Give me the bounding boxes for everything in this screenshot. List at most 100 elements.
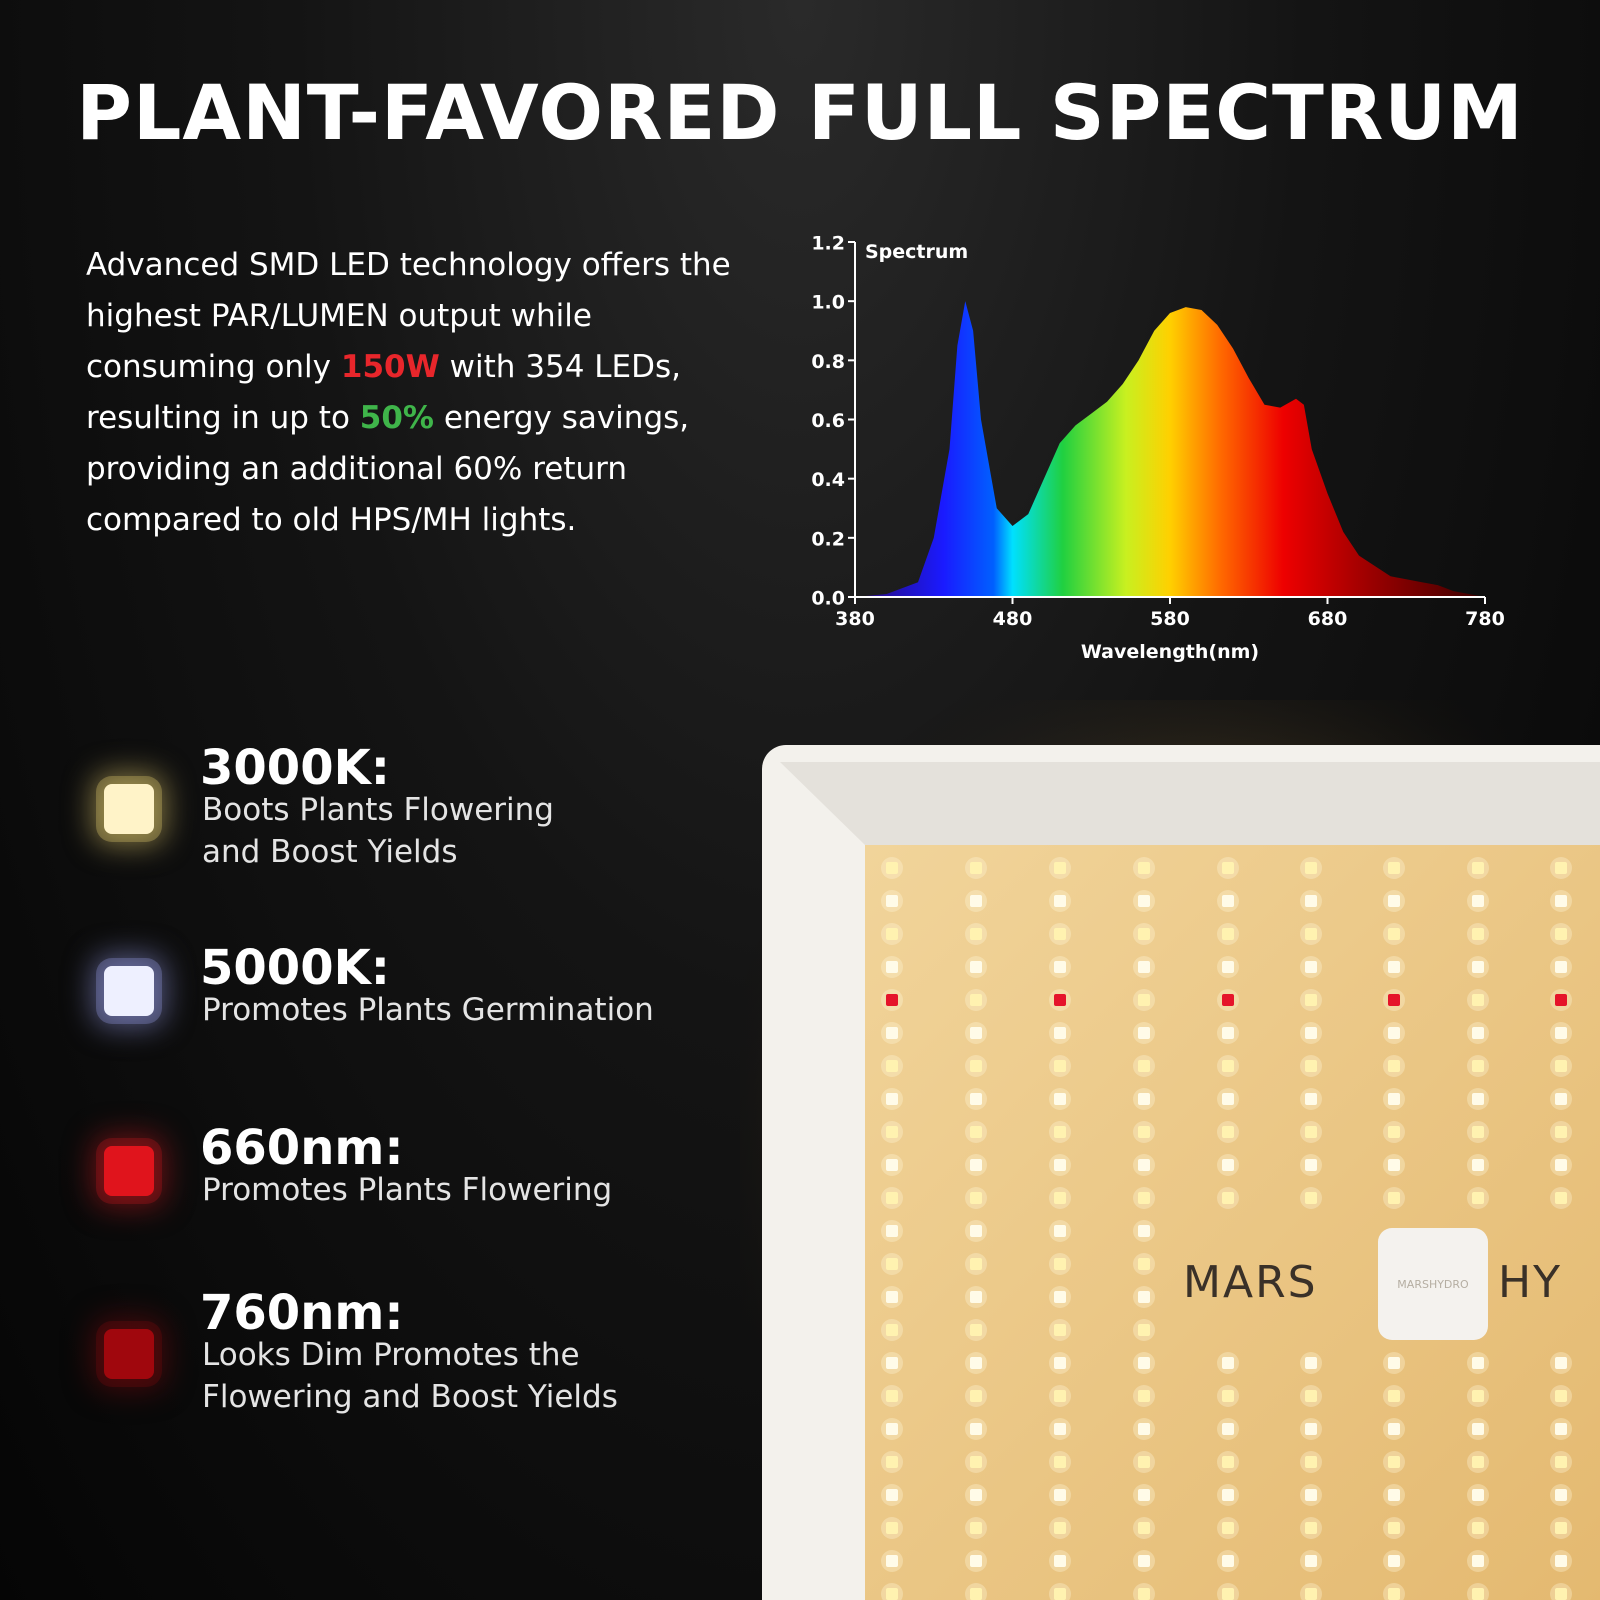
feature-title: 3000K: [200,740,390,796]
led [1555,1423,1567,1435]
led [970,1027,982,1039]
led [886,1192,898,1204]
led [1472,1555,1484,1567]
led [1305,1093,1317,1105]
spectrum-chart: Spectrum Wavelength(nm) 0.0 0.2 0.4 0.6 0.8 1… [811,233,1505,664]
led [1555,1126,1567,1138]
led [1222,1555,1234,1567]
led [1054,1357,1066,1369]
led [1305,961,1317,973]
led [1054,1423,1066,1435]
led [1054,928,1066,940]
brand: MARS [1183,1257,1318,1308]
led [1472,862,1484,874]
led [1054,895,1066,907]
led [1054,1192,1066,1204]
led [970,1093,982,1105]
frame-bevel [780,762,1600,845]
led [1222,1489,1234,1501]
led [1138,895,1150,907]
led [1555,1060,1567,1072]
led [886,1258,898,1270]
chart-title: Spectrum [865,241,968,263]
led [886,1456,898,1468]
led [1222,1027,1234,1039]
led [1305,994,1317,1006]
led [1138,1093,1150,1105]
led [1472,1192,1484,1204]
led [1555,895,1567,907]
intro-segment: energy savings, providing an additional … [86,400,690,538]
led [1054,1258,1066,1270]
led [1472,1357,1484,1369]
led [1222,862,1234,874]
led [970,1489,982,1501]
led [1388,1126,1400,1138]
led [1305,1522,1317,1534]
led [886,1225,898,1237]
led [1305,1027,1317,1039]
led [1305,1423,1317,1435]
led [1472,994,1484,1006]
led [1054,1324,1066,1336]
intro-segment: with 354 LEDs, resulting in up to [86,349,682,436]
led [1388,961,1400,973]
x-axis-label: Wavelength(nm) [1081,641,1259,663]
led [1222,1060,1234,1072]
led [886,961,898,973]
led [1305,1060,1317,1072]
led [1472,895,1484,907]
feature-text: Looks Dim Promotes the [202,1337,580,1373]
driver-badge [1378,1228,1488,1340]
led [886,1423,898,1435]
led [1222,1159,1234,1171]
led [970,928,982,940]
led [1388,1390,1400,1402]
led [1054,1159,1066,1171]
led [1555,928,1567,940]
y-tick-label: 0.4 [811,469,845,491]
led [1222,1456,1234,1468]
led [1138,994,1150,1006]
led [970,1423,982,1435]
led [1472,1060,1484,1072]
led [1555,1522,1567,1534]
led [970,1060,982,1072]
led [1222,1093,1234,1105]
led [1472,1390,1484,1402]
feature-title: 760nm: [200,1285,404,1341]
led [1388,1159,1400,1171]
feature-text: Promotes Plants Germination [202,992,654,1028]
led [1388,1027,1400,1039]
led [1388,862,1400,874]
led [1472,1456,1484,1468]
led [1388,1060,1400,1072]
led-panel: MARS MARSHYDRO HY [740,700,1600,1600]
led [1305,1456,1317,1468]
led [1138,1027,1150,1039]
led [1305,928,1317,940]
spectrum-area [855,301,1485,597]
led [1054,1060,1066,1072]
led [1054,1522,1066,1534]
led [886,1159,898,1171]
led [1555,1192,1567,1204]
led [1138,1126,1150,1138]
led [1555,1390,1567,1402]
led [1222,1390,1234,1402]
led [886,1291,898,1303]
led [1555,1027,1567,1039]
led [1305,895,1317,907]
led [1388,928,1400,940]
led [1054,1225,1066,1237]
led [1138,1423,1150,1435]
led [970,1126,982,1138]
feature: 760nm: Looks Dim Promotes the Flowering an… [0,1285,760,1435]
feature-text: Promotes Plants Flowering [202,1172,613,1208]
led [1555,994,1567,1006]
led [886,1324,898,1336]
led [1138,862,1150,874]
led [886,895,898,907]
led [1472,1093,1484,1105]
